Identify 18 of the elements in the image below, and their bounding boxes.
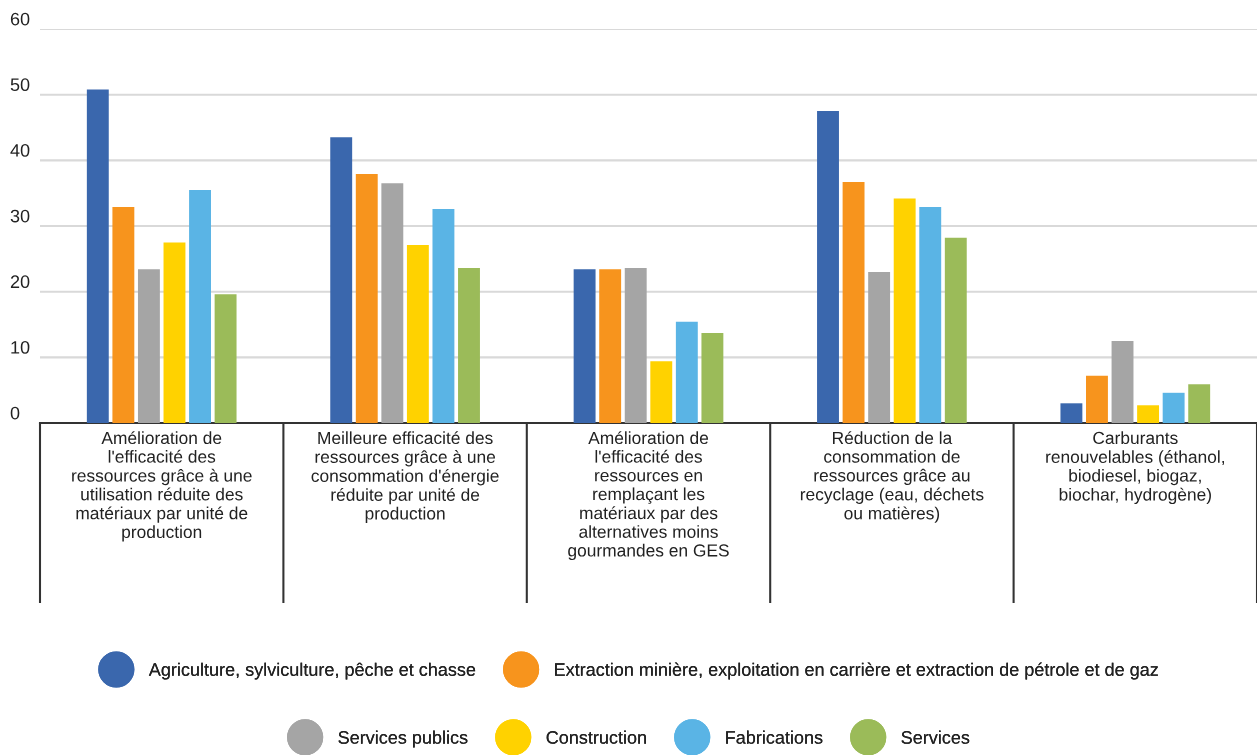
x-tick-label: Amélioration de l'efficacité des ressources en remplaçant les matériaux par des alternatives moins gourmandes en GES: [568, 431, 729, 561]
legend-label: Agriculture, sylviculture, pêche et chasse: [148, 662, 476, 680]
legend-label: Services publics: [338, 730, 468, 748]
x-tick-label: Réduction de la consommation de ressources grâce au recyclage (eau, déchets ou matières): [800, 431, 984, 523]
x-tick-label: Meilleure efficacité des ressources grâce à une consommation d'énergie réduite par unité de production: [311, 431, 499, 524]
legend-label: Services: [901, 730, 970, 744]
y-tick-label: 10: [11, 340, 30, 354]
x-tick-label: Carburants renouvelables (éthanol, biodiesel, biogaz, biochar, hydrogène): [1046, 431, 1224, 505]
y-tick-label: 30: [10, 209, 30, 223]
y-tick-label: 60: [10, 12, 30, 26]
legend-label: Construction: [546, 730, 646, 744]
x-tick-label: Amélioration de l'efficacité des ressources grâce à une utilisation réduite des matériaux par unité de production: [72, 431, 252, 542]
y-tick-label: 20: [10, 275, 30, 289]
y-tick-label: 50: [10, 78, 30, 92]
legend-label: Fabrications: [726, 730, 823, 744]
legend-label: Extraction minière, exploitation en carrière et extraction de pétrole et de gaz: [555, 662, 1158, 680]
y-tick-label: 40: [10, 143, 30, 157]
y-tick-label: 0: [10, 406, 20, 420]
